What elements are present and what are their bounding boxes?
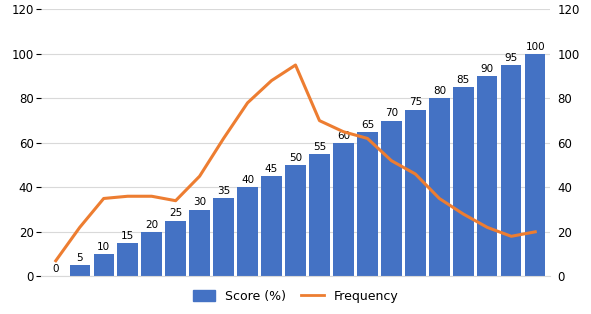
Bar (261, 176, 282, 276)
Text: 55: 55 (313, 142, 326, 152)
Bar (70, 265, 90, 276)
Bar (429, 98, 450, 276)
Bar (357, 132, 378, 276)
Bar (525, 54, 545, 276)
Text: 95: 95 (505, 53, 518, 63)
Text: 65: 65 (361, 120, 374, 129)
Bar (141, 232, 162, 276)
Text: 70: 70 (385, 108, 398, 118)
Text: 100: 100 (525, 42, 545, 52)
Text: 5: 5 (76, 253, 83, 263)
Bar (381, 121, 402, 276)
Bar (405, 110, 426, 276)
Text: 90: 90 (480, 64, 494, 74)
Text: 15: 15 (121, 231, 134, 241)
Text: 85: 85 (457, 75, 470, 85)
Bar (309, 154, 330, 276)
Bar (477, 76, 498, 276)
Bar (285, 165, 306, 276)
Text: 40: 40 (241, 175, 254, 185)
Bar (189, 210, 210, 276)
Text: 25: 25 (169, 208, 182, 219)
Bar (213, 198, 234, 276)
Bar (238, 187, 258, 276)
Bar (501, 65, 521, 276)
Bar (93, 254, 114, 276)
Text: 50: 50 (289, 153, 302, 163)
Text: 10: 10 (97, 242, 111, 252)
Bar (333, 143, 353, 276)
Text: 20: 20 (145, 219, 158, 230)
Text: 75: 75 (409, 97, 422, 107)
Text: 60: 60 (337, 131, 350, 141)
Bar (165, 221, 186, 276)
Text: 80: 80 (433, 86, 446, 96)
Bar (118, 243, 138, 276)
Legend: Score (%), Frequency: Score (%), Frequency (187, 285, 404, 308)
Bar (453, 87, 473, 276)
Text: 30: 30 (193, 198, 206, 207)
Text: 45: 45 (265, 164, 278, 174)
Text: 0: 0 (53, 264, 59, 274)
Text: 35: 35 (217, 186, 230, 196)
